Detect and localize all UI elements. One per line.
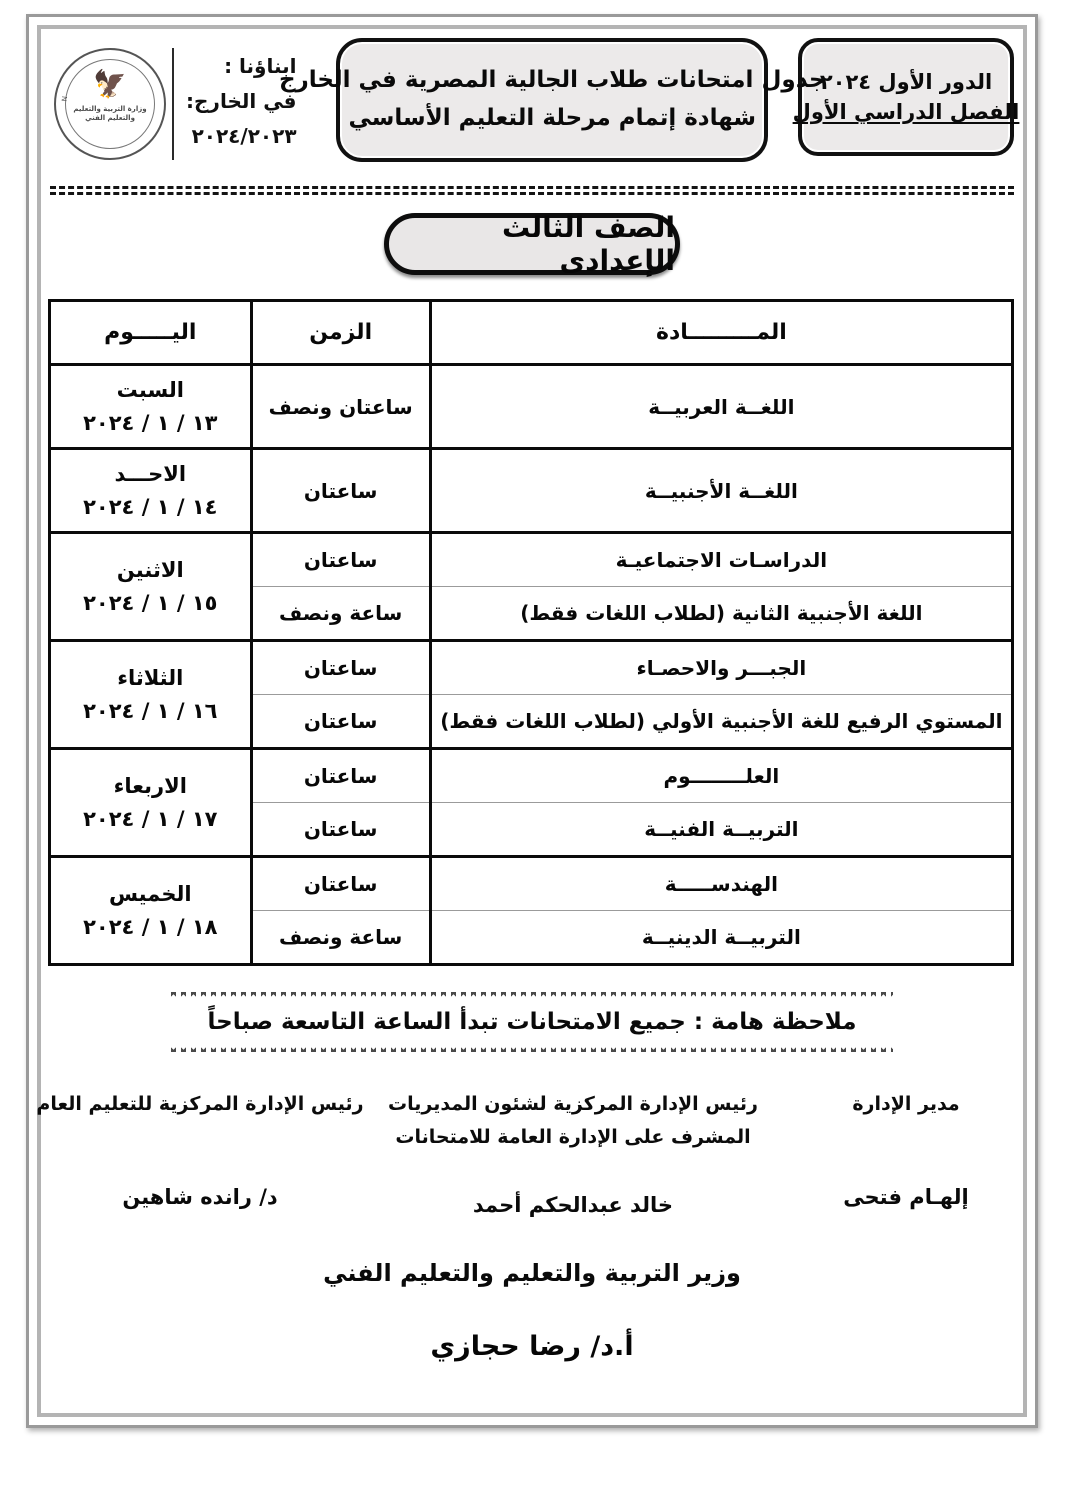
- ministry-seal-icon: 🦅 وزارة التربية والتعليم والتعليم الفني …: [53, 43, 167, 160]
- cell-day: الخميس ١٨ / ١ / ٢٠٢٤: [48, 855, 253, 966]
- cell-day-name: الخميس: [109, 881, 192, 906]
- table-row: التربيــة الفنيــة ساعتان: [50, 802, 1015, 858]
- table-row: الجبـــر والاحصـاء ساعتان الثلاثاء ١٦ / ١ /…: [48, 639, 1015, 750]
- cell-subject: التربيــة الدينيــة: [428, 910, 1015, 966]
- director-title: مدير الإدارة: [852, 1093, 960, 1115]
- minister-name: أ.د/ رضا حجازي: [430, 1330, 634, 1362]
- column-header-subject: المـــــــــادة: [428, 299, 1015, 366]
- cell-time: ساعتان: [249, 747, 432, 803]
- cell-time: ساعتان: [249, 447, 432, 534]
- document-sheet: الدور الأول ٢٠٢٤ الفصل الدراسي الأول جدو…: [36, 30, 1020, 1412]
- minister-block: وزير التربية والتعليم والتعليم الفني أ.د…: [44, 1259, 1020, 1362]
- schedule-table-wrap: المـــــــــادة الزمن اليـــــوم اللغــة…: [48, 299, 1015, 966]
- document-header: الدور الأول ٢٠٢٤ الفصل الدراسي الأول جدو…: [44, 30, 1020, 180]
- cell-day: الاحـــد ١٤ / ١ / ٢٠٢٤: [48, 447, 253, 534]
- seal-ring-text: MINISTRY OF EDUCATION AND TECHNICAL EDUC…: [53, 43, 164, 158]
- cell-subject: المستوي الرفيع للغة الأجنبية الأولي (لطل…: [428, 694, 1015, 750]
- cell-time: ساعة ونصف: [249, 586, 432, 642]
- cell-subject: الهندســـــة: [428, 855, 1015, 911]
- cell-day-date: ١٥ / ١ / ٢٠٢٤: [83, 590, 218, 615]
- cell-day: الثلاثاء ١٦ / ١ / ٢٠٢٤: [48, 639, 253, 750]
- page-frame-inner: [37, 25, 1027, 1417]
- cell-time: ساعتان: [249, 694, 432, 750]
- cell-time: ساعة ونصف: [249, 910, 432, 966]
- table-header-row: المـــــــــادة الزمن اليـــــوم: [48, 299, 1015, 366]
- cell-day: الاثنين ١٥ / ١ / ٢٠٢٤: [48, 531, 253, 642]
- cell-time: ساعتان: [249, 639, 432, 695]
- cell-day: الاربعاء ١٧ / ١ / ٢٠٢٤: [48, 747, 253, 858]
- zigzag-top-border-icon: [171, 992, 893, 1001]
- document-title-line2: شهادة إتمام مرحلة التعليم الأساسي: [348, 105, 757, 131]
- important-note-section: ملاحظة هامة : جميع الامتحانات تبدأ الساع…: [171, 992, 893, 1052]
- grade-label: الصف الثالث الإعدادى: [501, 211, 675, 277]
- table-row: اللغــة العربيــة ساعتان ونصف السبت ١٣ / ١ …: [48, 363, 1015, 450]
- cell-day-date: ١٦ / ١ / ٢٠٢٤: [83, 698, 218, 723]
- cell-day-name: السبت: [116, 377, 184, 402]
- central-admin-name: خالد عبدالحكم أحمد: [472, 1192, 674, 1217]
- cell-subject: اللغة الأجنبية الثانية (لطلاب اللغات فقط…: [428, 586, 1015, 642]
- eagle-emblem-icon: 🦅: [93, 69, 127, 100]
- signature-column-director: مدير الإدارة إلهـام فتحى: [796, 1088, 1016, 1209]
- minister-title: وزير التربية والتعليم والتعليم الفني: [323, 1258, 741, 1287]
- important-note-box: ملاحظة هامة : جميع الامتحانات تبدأ الساع…: [171, 992, 893, 1052]
- cell-subject: الجبـــر والاحصـاء: [428, 639, 1015, 695]
- central-admin-title-line1: رئيس الإدارة المركزية لشئون المديريات: [388, 1093, 758, 1115]
- document-title-line1: جدول امتحانات طلاب الجالية المصرية في ال…: [278, 67, 826, 94]
- addressee-line2: في الخارج:: [186, 89, 297, 113]
- cell-time: ساعتان: [249, 855, 432, 911]
- grade-pill: الصف الثالث الإعدادى: [384, 211, 680, 277]
- cell-time: ساعتان: [249, 531, 432, 587]
- table-row: الهندســـــة ساعتان الخميس ١٨ / ١ / ٢٠٢٤: [48, 855, 1015, 966]
- addressee-line1: ابناؤنا :: [224, 54, 297, 78]
- zigzag-bottom-border-icon: [171, 1043, 893, 1052]
- column-header-time: الزمن: [249, 299, 432, 366]
- session-info-box: الدور الأول ٢٠٢٤ الفصل الدراسي الأول: [793, 38, 1019, 156]
- table-head: المـــــــــادة الزمن اليـــــوم: [48, 299, 1015, 366]
- cell-day-name: الاثنين: [116, 557, 184, 582]
- session-round-label: الدور الأول ٢٠٢٤: [819, 69, 993, 94]
- table-row: اللغة الأجنبية الثانية (لطلاب اللغات فقط…: [50, 586, 1015, 642]
- academic-year-label: ٢٠٢٤/٢٠٢٣: [191, 124, 297, 148]
- signature-block: مدير الإدارة إلهـام فتحى رئيس الإدارة ال…: [36, 1088, 1016, 1217]
- session-term-label: الفصل الدراسي الأول: [792, 100, 1020, 124]
- cell-time: ساعتان ونصف: [249, 363, 432, 450]
- svg-text:MINISTRY OF EDUCATION AND TECH: MINISTRY OF EDUCATION AND TECHNICAL EDUC…: [56, 50, 69, 102]
- seal-arabic-text: وزارة التربية والتعليم والتعليم الفني: [73, 105, 147, 122]
- important-note-text: ملاحظة هامة : جميع الامتحانات تبدأ الساع…: [207, 1009, 857, 1035]
- general-education-name: د/ رانده شاهين: [122, 1185, 278, 1210]
- cell-day: السبت ١٣ / ١ / ٢٠٢٤: [48, 363, 253, 450]
- table-row: الدراسـات الاجتماعيـة ساعتان الاثنين ١٥ / ١…: [48, 531, 1015, 642]
- header-divider: [50, 186, 1014, 195]
- cell-subject: اللغــة العربيــة: [428, 363, 1015, 450]
- cell-day-name: الاربعاء: [113, 773, 187, 798]
- cell-day-date: ١٨ / ١ / ٢٠٢٤: [83, 914, 218, 939]
- exam-schedule-table: المـــــــــادة الزمن اليـــــوم اللغــة…: [48, 299, 1015, 966]
- cell-subject: التربيــة الفنيــة: [428, 802, 1015, 858]
- cell-day-name: الاحـــد: [114, 461, 187, 486]
- cell-subject: اللغــة الأجنبيــة: [428, 447, 1015, 534]
- central-admin-title-line2: المشرف على الإدارة العامة للامتحانات: [395, 1126, 751, 1149]
- signature-column-central-admin: رئيس الإدارة المركزية لشئون المديريات ال…: [363, 1088, 783, 1217]
- general-education-title: رئيس الإدارة المركزية للتعليم العام: [36, 1093, 364, 1115]
- table-body: اللغــة العربيــة ساعتان ونصف السبت ١٣ / ١ …: [48, 363, 1015, 966]
- addressee-block: ابناؤنا : في الخارج: ٢٠٢٤/٢٠٢٣: [172, 48, 307, 160]
- signature-column-general-education: رئيس الإدارة المركزية للتعليم العام د/ ر…: [36, 1088, 363, 1210]
- cell-day-name: الثلاثاء: [117, 665, 184, 690]
- document-title-box: جدول امتحانات طلاب الجالية المصرية في ال…: [279, 38, 826, 162]
- director-name: إلهـام فتحى: [843, 1185, 969, 1210]
- cell-day-date: ١٣ / ١ / ٢٠٢٤: [83, 410, 218, 435]
- cell-time: ساعتان: [249, 802, 432, 858]
- table-row: التربيــة الدينيــة ساعة ونصف: [50, 910, 1015, 966]
- cell-day-date: ١٤ / ١ / ٢٠٢٤: [83, 494, 218, 519]
- cell-subject: العلــــــــوم: [428, 747, 1015, 803]
- column-header-day: اليـــــوم: [48, 299, 253, 366]
- table-row: اللغــة الأجنبيــة ساعتان الاحـــد ١٤ / ١ /…: [48, 447, 1015, 534]
- header-right-group: ابناؤنا : في الخارج: ٢٠٢٤/٢٠٢٣ 🦅 وزارة ا…: [53, 38, 307, 160]
- seal-ring-label: MINISTRY OF EDUCATION AND TECHNICAL EDUC…: [53, 43, 70, 102]
- table-row: العلــــــــوم ساعتان الاربعاء ١٧ / ١ / ٢٠٢…: [48, 747, 1015, 858]
- grade-section: الصف الثالث الإعدادى: [44, 211, 1020, 277]
- cell-day-date: ١٧ / ١ / ٢٠٢٤: [83, 806, 218, 831]
- table-row: المستوي الرفيع للغة الأجنبية الأولي (لطل…: [50, 694, 1015, 750]
- cell-subject: الدراسـات الاجتماعيـة: [428, 531, 1015, 587]
